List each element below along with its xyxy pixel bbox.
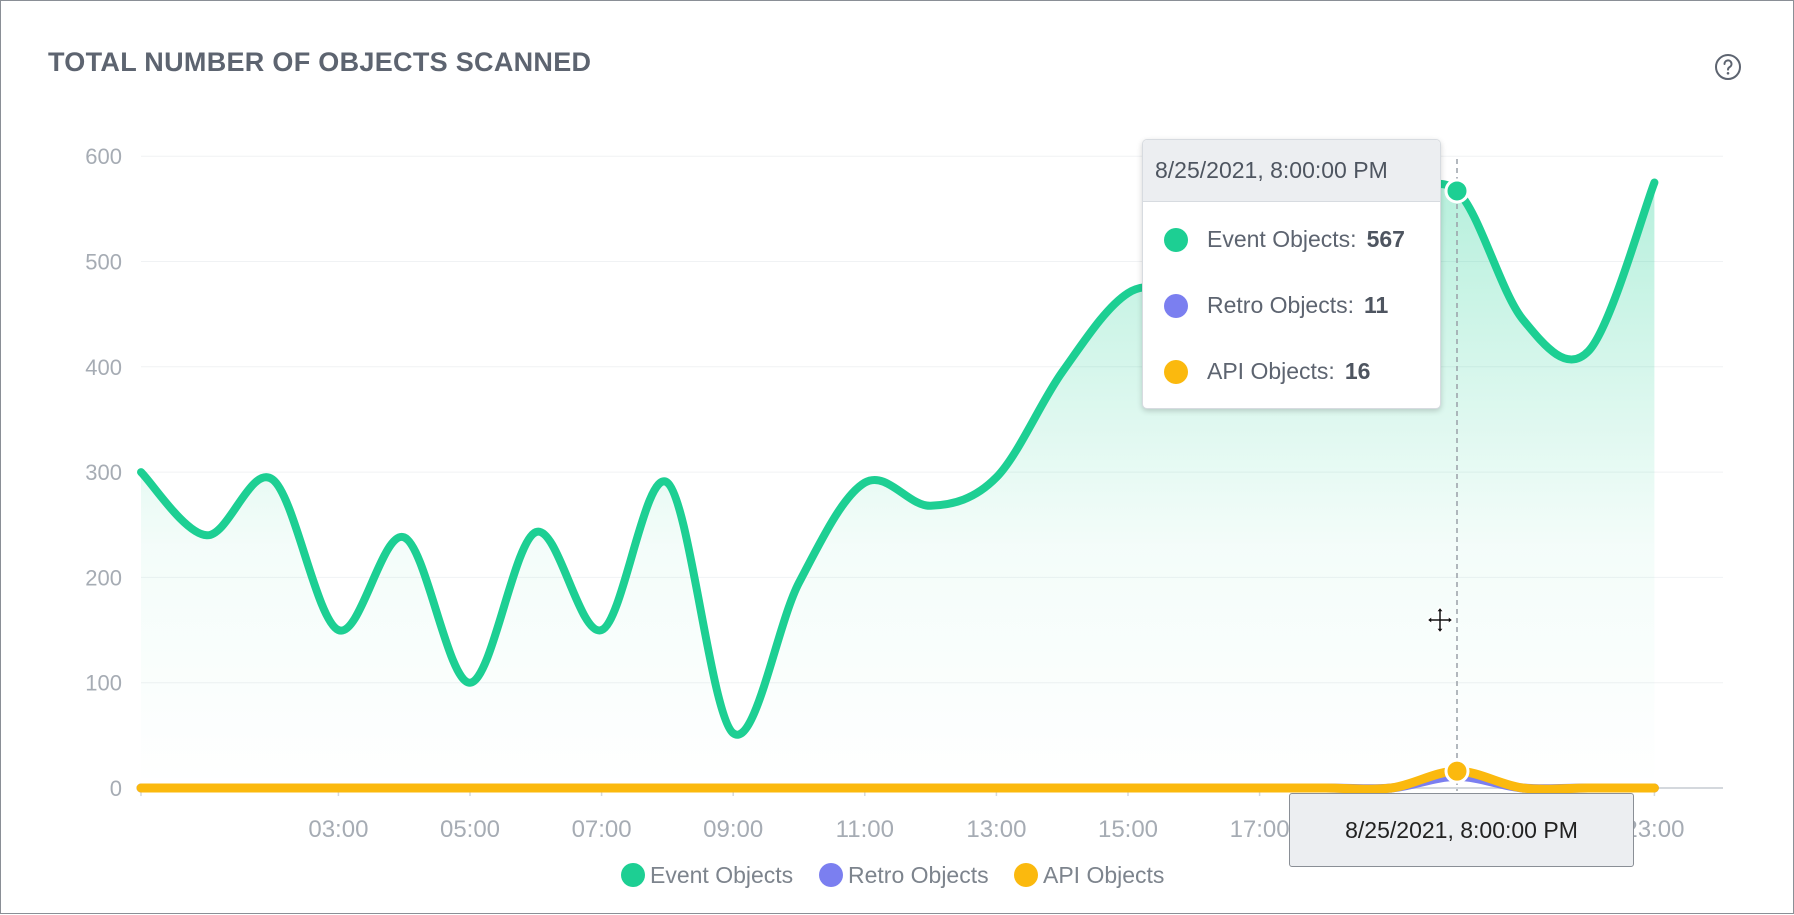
x-tick-label: 23:00 bbox=[1624, 816, 1684, 843]
event-objects-highlight-point bbox=[1444, 178, 1470, 204]
tooltip-row-retro: Retro Objects: 11 bbox=[1143, 285, 1440, 325]
panel-title: TOTAL NUMBER OF OBJECTS SCANNED bbox=[48, 47, 592, 77]
api-objects-highlight-point bbox=[1444, 758, 1470, 784]
tooltip-label: Event Objects: bbox=[1207, 226, 1357, 252]
x-tick-label: 05:00 bbox=[440, 816, 500, 843]
crosshair bbox=[1444, 159, 1470, 791]
event-dot-icon bbox=[1164, 228, 1188, 252]
x-tick-label: 09:00 bbox=[703, 816, 763, 843]
tooltip-row-api: API Objects: 16 bbox=[1143, 351, 1440, 391]
legend-item: API Objects bbox=[1014, 862, 1164, 888]
legend-marker bbox=[1014, 863, 1038, 887]
retro-dot-icon bbox=[1164, 294, 1188, 318]
tooltip-label: Retro Objects: bbox=[1207, 292, 1354, 318]
y-tick-label: 300 bbox=[85, 460, 122, 485]
tooltip-header: 8/25/2021, 8:00:00 PM bbox=[1143, 140, 1440, 202]
x-tick-label: 17:00 bbox=[1230, 816, 1290, 843]
y-tick-label: 600 bbox=[85, 144, 122, 169]
question-circle-icon[interactable] bbox=[1714, 53, 1742, 81]
x-tick-label: 15:00 bbox=[1098, 816, 1158, 843]
legend-item: Event Objects bbox=[621, 862, 793, 888]
tooltip-label: API Objects: bbox=[1207, 358, 1335, 384]
legend-label: API Objects bbox=[1043, 862, 1164, 888]
legend-marker bbox=[819, 863, 843, 887]
tooltip-value: 11 bbox=[1364, 292, 1389, 318]
x-tick-label: 13:00 bbox=[966, 816, 1026, 843]
x-tick-label: 03:00 bbox=[308, 816, 368, 843]
api-dot-icon bbox=[1164, 360, 1188, 384]
crosshair-x-label: 8/25/2021, 8:00:00 PM bbox=[1289, 793, 1634, 867]
y-axis: 0 100 200 300 400 500 600 bbox=[85, 144, 122, 801]
legend: Event Objects Retro Objects API Objects bbox=[621, 862, 1164, 888]
tooltip-value: 567 bbox=[1366, 226, 1405, 252]
api-objects-line bbox=[136, 766, 1659, 794]
y-tick-label: 200 bbox=[85, 565, 122, 590]
x-tick-label: 07:00 bbox=[572, 816, 632, 843]
legend-label: Event Objects bbox=[650, 862, 793, 888]
y-tick-label: 100 bbox=[85, 671, 122, 696]
move-cursor-icon bbox=[1425, 605, 1455, 635]
x-tick-label: 11:00 bbox=[836, 816, 894, 843]
y-tick-label: 400 bbox=[85, 355, 122, 380]
legend-label: Retro Objects bbox=[848, 862, 989, 888]
tooltip-value: 16 bbox=[1344, 358, 1371, 384]
y-tick-label: 0 bbox=[110, 776, 122, 801]
legend-marker bbox=[621, 863, 645, 887]
y-tick-label: 500 bbox=[85, 250, 122, 275]
data-tooltip: 8/25/2021, 8:00:00 PM Event Objects: 567 … bbox=[1142, 139, 1441, 409]
tooltip-row-event: Event Objects: 567 bbox=[1143, 219, 1440, 259]
legend-item: Retro Objects bbox=[819, 862, 989, 888]
